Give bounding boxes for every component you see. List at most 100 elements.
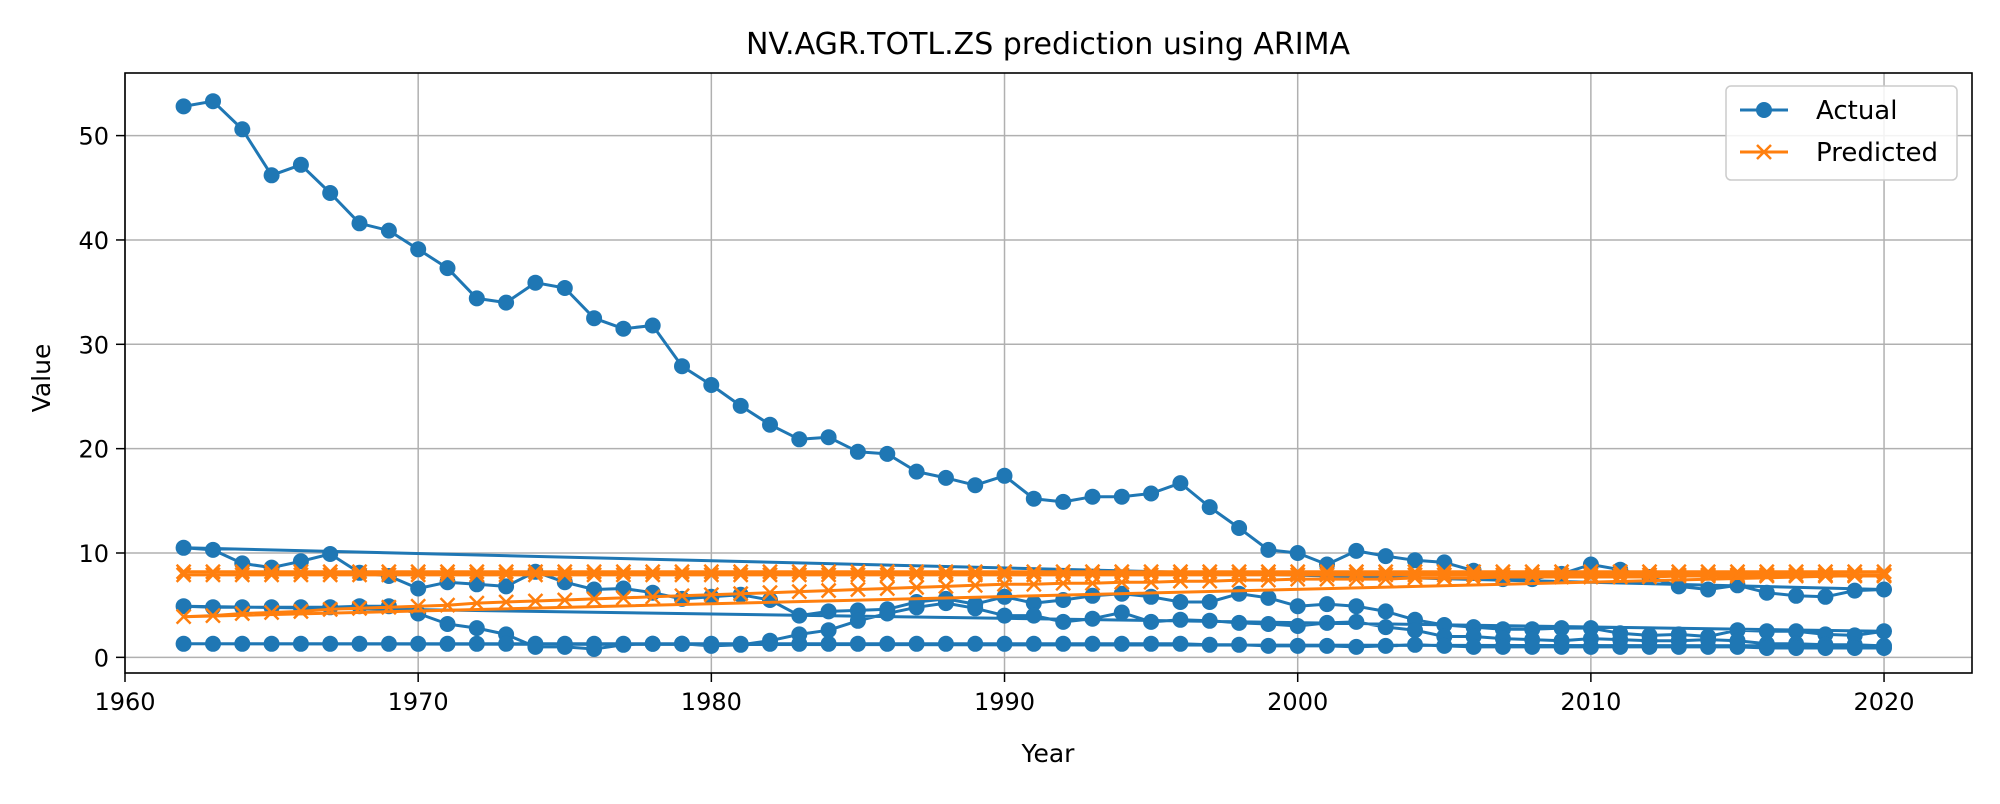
predicted-point <box>1729 568 1746 584</box>
actual-point <box>1758 640 1775 656</box>
predicted-point <box>1231 567 1247 583</box>
x-tick-label: 2020 <box>1854 688 1915 716</box>
actual-point <box>586 310 603 327</box>
actual-point <box>1319 637 1335 654</box>
predicted-point <box>1319 563 1335 580</box>
actual-point <box>1201 499 1218 516</box>
predicted-point <box>791 583 808 600</box>
actual-point <box>1377 603 1394 620</box>
predicted-point <box>1055 575 1072 592</box>
actual-point <box>1758 623 1775 640</box>
predicted-point <box>498 563 515 580</box>
predicted-point <box>1758 563 1775 580</box>
predicted-point <box>938 578 954 595</box>
actual-point <box>1201 612 1218 629</box>
actual-point <box>498 578 515 595</box>
actual-point <box>292 635 309 652</box>
predicted-point <box>1143 567 1159 583</box>
predicted-point <box>1465 570 1482 586</box>
actual-point <box>380 635 397 652</box>
actual-point <box>1729 638 1746 655</box>
actual-point <box>351 598 368 615</box>
actual-point <box>996 467 1013 484</box>
predicted-point <box>674 567 690 583</box>
predicted-point <box>1553 567 1570 583</box>
predicted-point <box>498 567 515 583</box>
predicted-point <box>410 567 427 583</box>
y-tick-label: 30 <box>78 331 109 359</box>
actual-point <box>674 635 690 652</box>
predicted-point <box>879 580 896 597</box>
predicted-point <box>850 581 866 598</box>
actual-point <box>410 635 427 652</box>
predicted-point <box>322 601 339 618</box>
actual-point <box>1172 635 1189 652</box>
predicted-point <box>1407 567 1423 583</box>
predicted-point <box>1495 567 1511 583</box>
predicted-point <box>205 607 221 624</box>
predicted-point <box>1817 568 1834 584</box>
predicted-point <box>879 563 896 580</box>
predicted-point <box>410 563 427 580</box>
legend-predicted-marker <box>1756 144 1772 160</box>
actual-point <box>1260 616 1277 632</box>
actual-point <box>1231 636 1248 653</box>
predicted-point <box>703 567 720 583</box>
predicted-point <box>762 567 778 583</box>
predicted-point <box>1788 563 1804 580</box>
actual-point <box>410 241 427 258</box>
predicted-point <box>1553 569 1570 585</box>
predicted-point <box>1377 563 1394 580</box>
actual-point <box>1846 582 1863 599</box>
actual-point <box>674 358 690 375</box>
predicted-point <box>1436 570 1453 586</box>
predicted-point <box>234 605 251 622</box>
actual-point <box>1113 604 1130 621</box>
actual-point <box>820 603 837 620</box>
predicted-point <box>1436 563 1453 580</box>
predicted-point <box>468 595 485 611</box>
actual-point <box>1084 635 1101 652</box>
actual-point <box>908 599 925 616</box>
predicted-point <box>879 567 896 583</box>
x-tick-label: 2010 <box>1560 688 1621 716</box>
x-tick-label: 1970 <box>388 688 449 716</box>
actual-point <box>1084 488 1101 505</box>
predicted-point <box>1846 563 1863 580</box>
predicted-point <box>703 563 720 580</box>
predicted-point <box>586 591 602 607</box>
predicted-point <box>439 597 456 614</box>
actual-point <box>732 635 749 652</box>
predicted-point <box>1582 563 1599 580</box>
actual-point <box>322 599 339 616</box>
actual-point <box>1231 614 1248 631</box>
predicted-point <box>1025 563 1042 580</box>
plot-frame <box>124 72 1973 674</box>
predicted-point <box>762 563 778 580</box>
actual-point <box>1143 485 1160 502</box>
actual-point <box>1876 581 1892 598</box>
actual-point <box>175 98 192 115</box>
actual-point <box>615 635 632 652</box>
predicted-point <box>527 563 544 580</box>
predicted-point <box>468 563 485 580</box>
predicted-point <box>556 592 573 608</box>
actual-point <box>527 274 544 291</box>
legend-actual-marker <box>1756 102 1772 118</box>
actual-point <box>1289 598 1306 615</box>
predicted-point <box>556 563 573 580</box>
predicted-point <box>1465 563 1482 580</box>
actual-point <box>1758 584 1775 601</box>
actual-point <box>879 605 896 622</box>
predicted-point <box>1524 569 1541 585</box>
predicted-point <box>1348 567 1365 583</box>
actual-point <box>703 635 720 652</box>
predicted-point <box>732 585 749 602</box>
actual-point <box>1319 614 1335 631</box>
actual-point <box>322 546 339 562</box>
actual-point <box>586 635 603 652</box>
predicted-point <box>1260 567 1277 583</box>
predicted-point <box>1172 567 1189 583</box>
predicted-point <box>527 567 544 583</box>
